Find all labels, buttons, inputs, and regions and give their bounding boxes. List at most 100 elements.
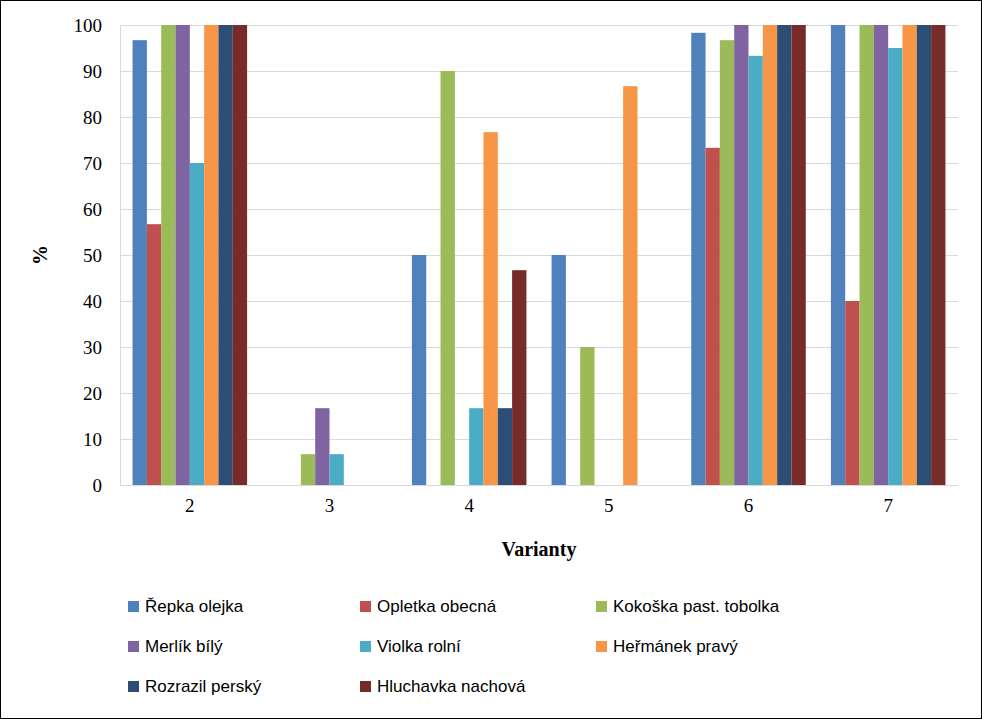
bar	[637, 485, 651, 486]
bar	[888, 48, 902, 485]
legend-label: Opletka obecná	[377, 597, 497, 616]
bar	[412, 255, 426, 485]
bar	[441, 71, 455, 485]
bars	[133, 25, 946, 485]
bar	[749, 56, 763, 485]
bar	[706, 148, 720, 485]
bar	[734, 25, 748, 485]
y-tick: 80	[83, 107, 120, 128]
bar	[902, 25, 916, 485]
bar	[566, 485, 580, 486]
bar-series	[133, 25, 846, 485]
bar	[831, 25, 845, 485]
bar	[372, 485, 386, 486]
legend-label: Heřmánek pravý	[613, 637, 738, 656]
bar	[580, 347, 594, 485]
legend-label: Kokoška past. tobolka	[613, 597, 780, 616]
legend-label: Violka rolní	[377, 637, 461, 656]
legend-item: Opletka obecná	[360, 597, 497, 616]
legend-swatch	[128, 601, 139, 612]
legend-swatch	[128, 641, 139, 652]
x-axis: 2 3 4 5 6 7	[121, 485, 959, 516]
bar	[161, 25, 175, 485]
y-tick-label: 100	[74, 15, 103, 36]
bar	[791, 25, 805, 485]
bar	[426, 485, 440, 486]
x-tick-label: 3	[325, 495, 335, 516]
x-tick-label: 7	[883, 495, 893, 516]
bar	[330, 454, 344, 485]
legend-swatch	[596, 601, 607, 612]
legend-item: Merlík bílý	[128, 637, 223, 656]
bar	[720, 40, 734, 485]
bar	[623, 86, 637, 485]
legend-label: Rozrazil perský	[145, 677, 262, 696]
bar	[595, 485, 609, 486]
bar	[233, 25, 247, 485]
bar	[609, 485, 623, 486]
bar	[147, 224, 161, 485]
legend-item: Kokoška past. tobolka	[596, 597, 780, 616]
bar	[931, 25, 945, 485]
x-tick: 4	[464, 485, 474, 516]
legend-label: Merlík bílý	[145, 637, 223, 656]
legend-swatch	[360, 681, 371, 692]
bar	[272, 485, 286, 486]
legend-item: Rozrazil perský	[128, 677, 262, 696]
bar-series	[204, 25, 917, 485]
bar	[652, 485, 666, 486]
bar	[218, 25, 232, 485]
legend-swatch	[128, 681, 139, 692]
bar	[315, 408, 329, 485]
bar	[190, 163, 204, 485]
bar	[287, 485, 301, 486]
bar	[691, 33, 705, 485]
y-tick: 60	[83, 199, 120, 220]
y-tick-label: 20	[83, 383, 102, 404]
legend-item: Violka rolní	[360, 637, 461, 656]
x-tick-label: 5	[604, 495, 614, 516]
y-tick-label: 0	[93, 475, 103, 496]
bar	[498, 408, 512, 485]
y-axis-line	[120, 26, 121, 486]
bar	[344, 485, 358, 486]
bar	[512, 270, 526, 485]
bar	[483, 132, 497, 485]
y-tick: 100	[74, 15, 121, 36]
x-tick: 3	[325, 485, 335, 516]
y-tick-label: 70	[83, 153, 102, 174]
y-tick-label: 50	[83, 245, 102, 266]
x-tick: 5	[604, 485, 614, 516]
y-tick-label: 60	[83, 199, 102, 220]
x-tick: 6	[744, 485, 754, 516]
y-tick-label: 40	[83, 291, 102, 312]
legend-swatch	[360, 601, 371, 612]
grid	[120, 26, 958, 486]
bar-series	[218, 25, 931, 485]
y-tick-label: 90	[83, 61, 102, 82]
x-tick-label: 2	[185, 495, 195, 516]
y-axis-title: %	[29, 245, 51, 265]
legend-swatch	[596, 641, 607, 652]
x-tick: 7	[883, 485, 893, 516]
y-tick: 0	[93, 475, 121, 496]
bar	[133, 40, 147, 485]
legend-item: Hluchavka nachová	[360, 677, 526, 696]
bar-series	[233, 25, 946, 485]
bar	[874, 25, 888, 485]
bar	[469, 408, 483, 485]
chart: 0102030405060708090100234567Varianty%Řep…	[0, 0, 982, 719]
y-tick: 30	[83, 337, 120, 358]
x-tick-label: 6	[744, 495, 754, 516]
y-tick: 70	[83, 153, 120, 174]
grid-line	[120, 485, 958, 486]
bar	[777, 25, 791, 485]
legend-label: Hluchavka nachová	[377, 677, 526, 696]
chart-frame	[1, 1, 982, 719]
y-tick: 50	[83, 245, 120, 266]
y-tick: 10	[83, 429, 120, 450]
x-tick-label: 4	[464, 495, 474, 516]
bar	[552, 255, 566, 485]
legend-item: Heřmánek pravý	[596, 637, 738, 656]
x-axis-title: Varianty	[502, 538, 577, 561]
